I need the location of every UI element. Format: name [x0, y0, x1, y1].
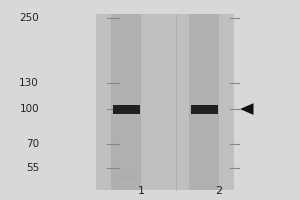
Text: 100: 100 — [20, 104, 39, 114]
Text: 130: 130 — [19, 78, 39, 88]
Bar — [96, 14, 234, 190]
Polygon shape — [240, 103, 253, 115]
Bar — [189, 14, 219, 190]
Text: 55: 55 — [26, 163, 39, 173]
Bar — [117, 175, 135, 180]
Text: 1: 1 — [137, 186, 145, 196]
Text: 70: 70 — [26, 139, 39, 149]
Bar — [111, 14, 141, 190]
Bar — [190, 105, 218, 114]
Text: 250: 250 — [19, 13, 39, 23]
Text: 2: 2 — [215, 186, 223, 196]
Bar — [112, 105, 140, 114]
